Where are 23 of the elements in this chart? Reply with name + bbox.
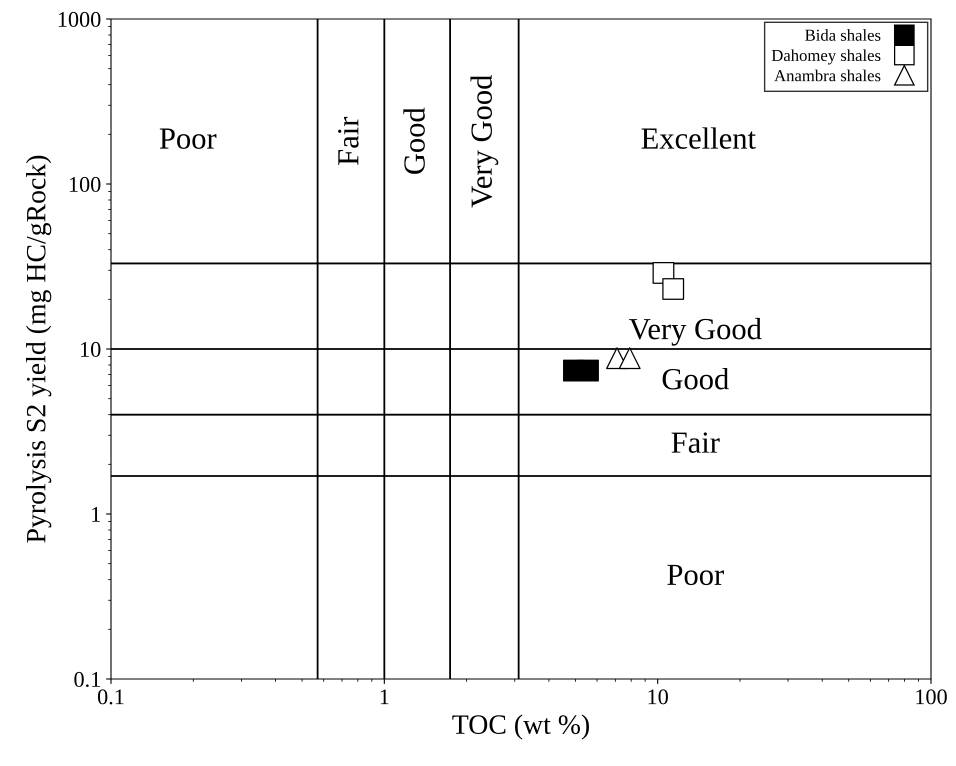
y-tick-label: 0.1: [74, 672, 100, 688]
annotation: Poor: [160, 128, 216, 149]
annotation: Good: [662, 368, 729, 390]
y-tick-label: 100: [70, 176, 100, 192]
y-axis-title: Pyrolysis S2 yield (mg HC/gRock): [26, 156, 52, 543]
annotation: Fair: [338, 116, 359, 165]
y-tick-label: 1: [92, 507, 100, 522]
annotation: Very Good: [470, 74, 498, 208]
y-tick-label: 10: [81, 342, 100, 357]
annotation: Good: [403, 108, 425, 174]
x-tick-label: 0.1: [98, 689, 124, 704]
x-tick-label: 10: [648, 689, 668, 704]
legend-label: Dahomey shales: [772, 49, 880, 64]
annotation: Very Good: [629, 318, 762, 346]
legend-label: Bida shales: [805, 29, 880, 41]
annotation: Excellent: [642, 127, 756, 149]
x-axis-title: TOC (wt %): [452, 714, 589, 740]
annotation: Fair: [672, 432, 720, 453]
legend-label: Anambra shales: [774, 70, 880, 82]
x-tick-label: 1: [380, 689, 389, 704]
y-tick-label: 1000: [58, 12, 100, 27]
x-tick-label: 100: [916, 689, 947, 704]
annotation: Poor: [667, 564, 724, 586]
